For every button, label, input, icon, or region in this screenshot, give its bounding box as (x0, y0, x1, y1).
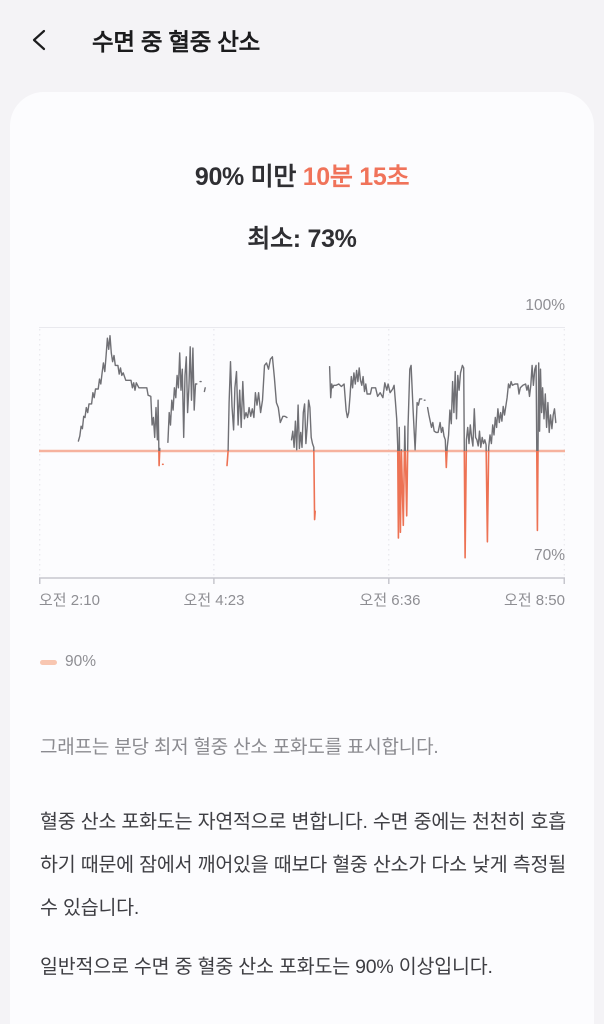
series-below-threshold (158, 451, 539, 559)
below-threshold-prefix: 90% 미만 (194, 163, 303, 191)
graph-note-text: 그래프는 분당 최저 혈중 산소 포화도를 표시합니다. (40, 737, 439, 758)
page-title: 수면 중 혈중 산소 (92, 29, 260, 55)
x-axis-label-1: 오전 2:10 (39, 592, 100, 609)
spo2-info-text: 혈중 산소 포화도는 자연적으로 변합니다. 수면 중에는 천천히 호흡하기 때… (40, 811, 566, 919)
x-axis-label-2: 오전 4:23 (183, 592, 245, 609)
below-threshold-summary: 90% 미만 10분 15초 (0, 157, 604, 193)
normal-range-text: 일반적으로 수면 중 혈중 산소 포화도는 90% 이상입니다. (40, 956, 493, 978)
minimum-spo2-value: 최소: 73% (247, 225, 357, 253)
x-axis-label-4: 오전 8:50 (504, 592, 565, 609)
x-axis-ticks (39, 578, 565, 584)
series-above-threshold (77, 335, 557, 451)
spo2-chart (39, 327, 565, 585)
y-axis-label-bottom: 70% (533, 547, 565, 564)
back-chevron-icon (29, 29, 51, 51)
threshold-legend-label: 90% (65, 653, 97, 670)
spo2-chart-svg (39, 327, 565, 584)
below-threshold-duration: 10분 15초 (302, 163, 410, 191)
threshold-legend-swatch (40, 660, 57, 665)
content-card (10, 92, 594, 1024)
y-axis-label-top: 100% (525, 297, 565, 314)
x-axis-label-3: 오전 6:36 (359, 592, 421, 609)
back-button[interactable] (18, 18, 62, 62)
